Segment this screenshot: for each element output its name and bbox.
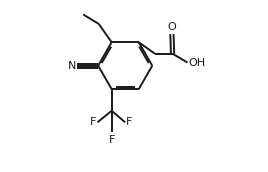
Text: F: F (126, 117, 132, 127)
Text: F: F (90, 117, 97, 127)
Text: O: O (168, 22, 176, 32)
Text: F: F (109, 135, 115, 145)
Text: OH: OH (189, 58, 206, 68)
Text: N: N (68, 61, 77, 71)
